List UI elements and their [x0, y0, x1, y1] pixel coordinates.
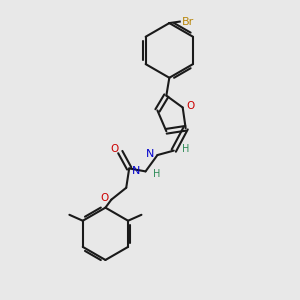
- Text: Br: Br: [182, 16, 194, 27]
- Text: O: O: [101, 193, 109, 203]
- Text: O: O: [110, 144, 118, 154]
- Text: N: N: [146, 149, 154, 159]
- Text: H: H: [153, 169, 160, 179]
- Text: H: H: [182, 144, 189, 154]
- Text: N: N: [132, 166, 140, 176]
- Text: O: O: [186, 101, 194, 111]
